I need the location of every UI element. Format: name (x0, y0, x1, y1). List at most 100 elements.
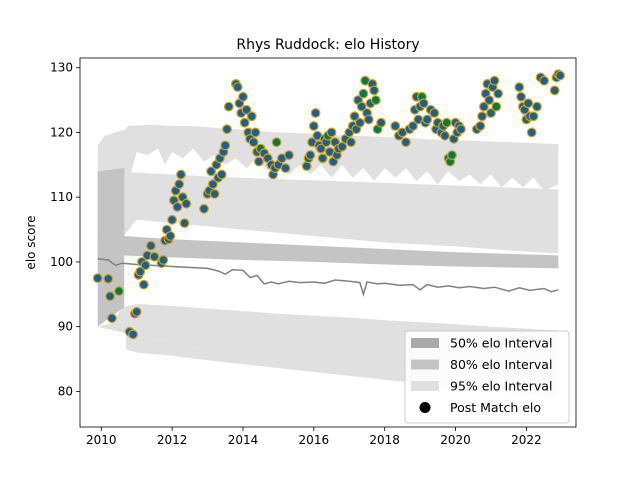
elo-point (440, 130, 450, 141)
elo-point (337, 141, 348, 152)
elo-point (206, 166, 217, 177)
elo-point (149, 251, 160, 262)
elo-point (429, 108, 440, 118)
elo-point (401, 137, 411, 148)
y-tick-label: 90 (58, 320, 73, 334)
elo-point (408, 121, 418, 131)
y-tick-label: 130 (50, 61, 73, 75)
elo-point (484, 95, 495, 105)
y-tick-label: 110 (50, 190, 73, 204)
elo-point (181, 198, 192, 209)
elo-point (363, 114, 374, 125)
elo-point (106, 313, 117, 324)
legend-label: 50% elo Interval (450, 336, 552, 351)
x-tick-label: 2022 (511, 433, 542, 447)
legend-swatch (411, 381, 439, 391)
x-tick-label: 2014 (228, 433, 259, 447)
x-tick-label: 2012 (157, 433, 188, 447)
elo-point (493, 88, 504, 99)
legend-label: 95% elo Interval (450, 379, 552, 394)
elo-point (370, 95, 381, 105)
elo-point (447, 150, 457, 161)
elo-point (220, 140, 231, 151)
legend: 50% elo Interval 80% elo Interval 95% elo … (404, 330, 570, 424)
elo-point (316, 143, 326, 154)
x-axis-ticks: 2010 2012 2014 2016 2018 2020 2022 (86, 427, 542, 447)
median-elo-line-path (97, 257, 559, 297)
elo-point (105, 291, 115, 302)
elo-point (232, 82, 243, 92)
elo-point (114, 286, 124, 297)
elo-point (158, 255, 169, 265)
elo-point (253, 156, 264, 167)
elo-point (103, 273, 114, 284)
elo-point (174, 179, 185, 190)
elo-point (238, 91, 248, 102)
elo-point (456, 124, 466, 135)
elo-point (145, 240, 156, 251)
chart-title: Rhys Ruddock: elo History (236, 37, 419, 53)
legend-swatch (411, 338, 439, 348)
elo-point (317, 153, 328, 164)
elo-point (477, 111, 488, 122)
x-tick-label: 2016 (299, 433, 330, 447)
elo-point (516, 91, 526, 102)
elo-point (326, 127, 337, 138)
y-tick-label: 80 (58, 384, 73, 398)
elo-point (310, 108, 321, 118)
y-axis-label: elo score (24, 215, 38, 269)
elo-point (179, 218, 190, 229)
elo-point (172, 201, 183, 212)
band-95-upper (97, 124, 559, 256)
elo-point (209, 188, 220, 199)
band-80-upper (97, 232, 559, 269)
elo-point (356, 101, 367, 112)
legend-swatch (411, 359, 439, 370)
y-axis-ticks: 80 90 100 110 120 130 (50, 61, 80, 398)
median-elo-line (97, 257, 559, 297)
elo-point (479, 101, 489, 112)
x-tick-label: 2018 (369, 433, 400, 447)
legend-box (404, 330, 570, 424)
elo-point (491, 101, 502, 112)
elo-point (250, 127, 261, 138)
elo-point (526, 127, 537, 138)
elo-point (246, 111, 257, 122)
elo-point (390, 121, 401, 131)
elo-point (131, 306, 142, 317)
elo-point (128, 329, 139, 340)
elo-point (301, 161, 312, 172)
plot-frame (79, 57, 577, 428)
x-tick-label: 2010 (86, 433, 117, 447)
elo-point (305, 150, 316, 161)
post-match-elo-points (92, 69, 565, 340)
elo-point (280, 163, 291, 174)
elo-point (346, 137, 356, 148)
elo-point (92, 273, 103, 284)
elo-point (523, 98, 534, 109)
elo-point (223, 101, 234, 112)
elo-point (176, 169, 186, 180)
elo-point (140, 260, 151, 271)
band-80-early (97, 168, 125, 327)
elo-point (369, 85, 380, 96)
x-tick-label: 2020 (440, 433, 471, 447)
elo-point (241, 104, 252, 115)
elo-point (216, 169, 227, 180)
legend-marker (419, 402, 431, 413)
legend-label: Post Match elo (450, 400, 541, 415)
elo-point (358, 88, 369, 99)
elo-point (549, 85, 560, 96)
elo-point (376, 117, 387, 128)
elo-point (441, 117, 452, 128)
elo-point (138, 279, 149, 290)
elo-point (489, 75, 500, 86)
elo-point (207, 179, 218, 190)
elo-point (135, 266, 146, 277)
elo-point (418, 98, 429, 109)
elo-point (239, 117, 250, 128)
elo-point (271, 137, 282, 148)
elo-point (486, 108, 496, 118)
elo-point (165, 231, 176, 241)
